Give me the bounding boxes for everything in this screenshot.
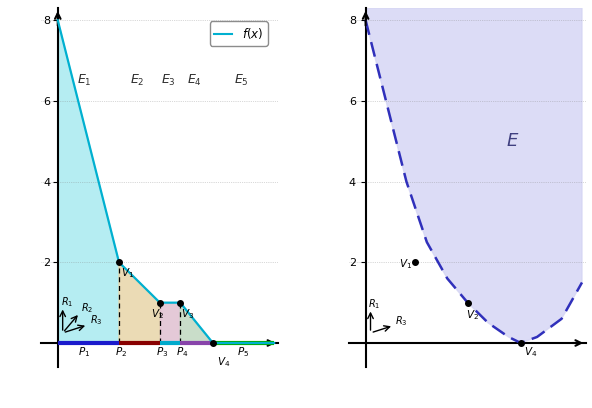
Legend: $f(x)$: $f(x)$ [210, 21, 268, 46]
Polygon shape [119, 262, 160, 343]
Text: $E$: $E$ [506, 132, 519, 150]
Text: $V_1$: $V_1$ [399, 257, 412, 271]
Text: $V_2$: $V_2$ [466, 308, 478, 322]
Text: $P_1$: $P_1$ [78, 345, 91, 359]
Text: $V_3$: $V_3$ [181, 307, 194, 321]
Text: $R_1$: $R_1$ [60, 295, 73, 309]
Polygon shape [160, 303, 180, 343]
Text: $V_2$: $V_2$ [151, 307, 164, 321]
Polygon shape [366, 8, 582, 343]
Text: $V_1$: $V_1$ [121, 266, 134, 280]
Polygon shape [58, 20, 119, 343]
Text: $R_3$: $R_3$ [89, 313, 102, 327]
Text: $E_2$: $E_2$ [130, 73, 144, 88]
Text: $P_5$: $P_5$ [237, 345, 250, 359]
Text: $E_4$: $E_4$ [187, 73, 202, 88]
Text: $R_3$: $R_3$ [395, 314, 408, 328]
Text: $P_2$: $P_2$ [115, 345, 127, 359]
Text: $E_3$: $E_3$ [162, 73, 176, 88]
Text: $P_3$: $P_3$ [156, 345, 168, 359]
Text: $P_4$: $P_4$ [176, 345, 189, 359]
Text: $E_5$: $E_5$ [234, 73, 249, 88]
Text: $E_1$: $E_1$ [77, 73, 92, 88]
Text: $R_1$: $R_1$ [368, 297, 381, 311]
Polygon shape [180, 303, 213, 343]
Text: $V_4$: $V_4$ [524, 345, 538, 359]
Text: $R_2$: $R_2$ [81, 301, 94, 315]
Text: $V_4$: $V_4$ [217, 355, 230, 369]
